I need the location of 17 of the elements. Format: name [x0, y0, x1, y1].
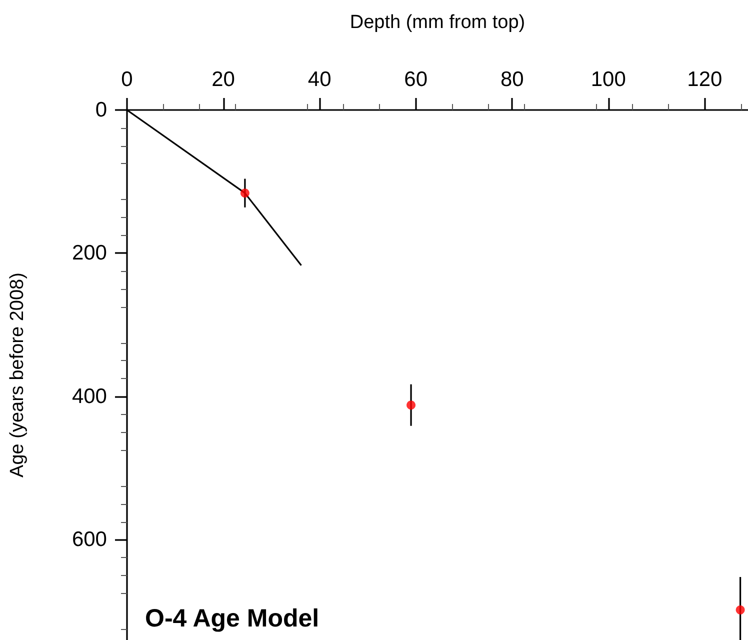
- x-tick-label: 120: [687, 68, 722, 91]
- text: O-4 Age Model: [145, 604, 320, 632]
- point: [240, 188, 250, 198]
- point: [736, 605, 745, 614]
- x-tick-label: 80: [500, 68, 524, 91]
- y-tick-label: 400: [72, 384, 107, 408]
- x-tick-label: 100: [590, 68, 626, 91]
- x-axis-title: Depth (mm from top): [350, 12, 526, 33]
- y-tick-label: 0: [95, 98, 107, 122]
- x-tick-label: 60: [404, 68, 428, 91]
- y-tick-label: 600: [72, 528, 107, 552]
- x-tick-label: 20: [212, 68, 235, 91]
- x-tick-label: 40: [308, 68, 332, 91]
- y-tick-label: 200: [72, 242, 107, 265]
- x-tick-label: 0: [121, 68, 133, 91]
- point: [406, 400, 416, 410]
- y-axis-title: Age (years before 2008): [7, 272, 28, 478]
